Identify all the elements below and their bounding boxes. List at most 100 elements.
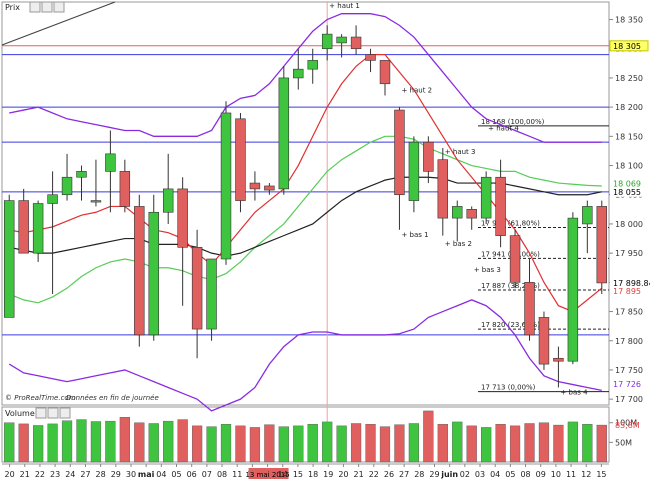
candle-body [553,357,564,362]
volume-bar [365,424,376,463]
right-value-label: 17 895 [613,287,641,296]
price-axis-label: 17 700 [615,395,643,404]
price-axis-label: 17 850 [615,308,643,317]
volume-bar [423,410,434,463]
price-panel-frame [1,1,610,406]
volume-bar [293,425,304,463]
price-axis-label: 18 350 [615,16,643,25]
minimize-icon [41,1,53,13]
price-axis-label: 17 750 [615,366,643,375]
candle-body [191,247,203,330]
volume-bar [452,421,463,463]
volume-bar [4,422,15,463]
x-axis-label: 19 [323,470,333,479]
candle-body [321,33,333,50]
close-icon [59,407,71,419]
right-value-badge [609,40,649,52]
volume-bar [567,421,578,463]
volume-bar [466,425,477,463]
x-axis-label: 27 [80,470,90,479]
right-value-label: 18 055 [613,188,641,197]
price-axis-label: 18 200 [615,103,643,112]
candle-body [61,176,73,196]
right-value-badge [610,186,648,197]
candle-body [452,206,463,219]
volume-bar [553,424,564,463]
candle-body [509,235,521,283]
candle-body [365,54,376,61]
candle-body [466,209,477,219]
candle-body [423,141,434,172]
price-axis-label: 18 000 [615,220,643,229]
candle-body [379,60,391,85]
x-axis-label: 03 [475,470,485,479]
right-value-label: 18 305 [613,42,641,51]
x-axis-label: 23 [50,470,60,479]
right-value-label: 18 069 [613,180,641,189]
volume-bar [148,423,159,463]
volume-bar [481,427,492,463]
candle-body [524,282,535,336]
x-axis-label: mai [138,470,155,479]
source-note: © ProRealTime.com [5,394,76,402]
candle-body [162,188,174,213]
fib-level-label: 17 887 (38,20%) [481,282,540,290]
x-axis-label: 20 [4,470,14,479]
volume-bar [509,425,521,463]
candle-body [119,171,131,207]
volume-bar [379,426,391,463]
volume-bar [524,423,535,463]
candle-body [582,206,593,225]
candle-body [177,188,188,248]
volume-axis-label: 100M [615,419,637,428]
x-axis-label: 27 [399,470,409,479]
right-value-badge [610,178,648,189]
moving-average-green-line [9,135,602,304]
candle-body [105,153,116,172]
candle-body [350,36,362,50]
x-axis-label: 15 [596,470,606,479]
x-axis-label: 11 [566,470,576,479]
candle-body [220,112,232,260]
right-value-badge [610,277,648,288]
candle-body [235,118,246,201]
volume-bar [191,425,203,463]
wrench-icon [29,1,41,13]
pivot-annotation: + bas 2 [445,240,472,248]
price-axis-label: 18 150 [615,132,643,141]
candle-body [264,185,275,191]
pivot-annotation: + haut 3 [445,148,476,156]
candle-body [307,60,318,70]
fib-level-label: 17 713 (0,00%) [481,384,536,392]
price-axis-label: 18 100 [615,162,643,171]
x-axis-label: 05 [171,470,181,479]
candle-body [408,141,420,201]
volume-bar [394,424,405,463]
volume-bar [119,417,130,463]
candle-body [148,211,159,336]
candle-body [278,77,290,190]
x-axis-label: 20 [338,470,348,479]
fib-level-label: 18 168 (100,00%) [481,118,545,126]
volume-bar [582,424,593,463]
x-axis-label: 04 [490,470,500,479]
x-axis-label: 22 [35,470,45,479]
price-axis-label: 17 950 [615,249,643,258]
x-axis-label: 18 [308,470,318,479]
volume-bar [495,424,506,463]
x-axis-label: 06 [187,470,197,479]
volume-bar [134,422,145,463]
x-axis-label: 28 [96,470,106,479]
volume-bar [307,424,318,463]
volume-bar [105,420,116,463]
right-value-badge [610,286,648,297]
bollinger-lower-line [8,299,602,412]
x-axis-label: 26 [384,470,394,479]
candle-body [336,36,347,44]
candle-body [90,200,102,203]
volume-bar [76,419,87,463]
fib-level-label: 17 820 (23,60%) [481,321,540,329]
x-axis-label: 13 mai 2015 [245,471,289,479]
source-note-2: Données en fin de journée [66,394,159,402]
